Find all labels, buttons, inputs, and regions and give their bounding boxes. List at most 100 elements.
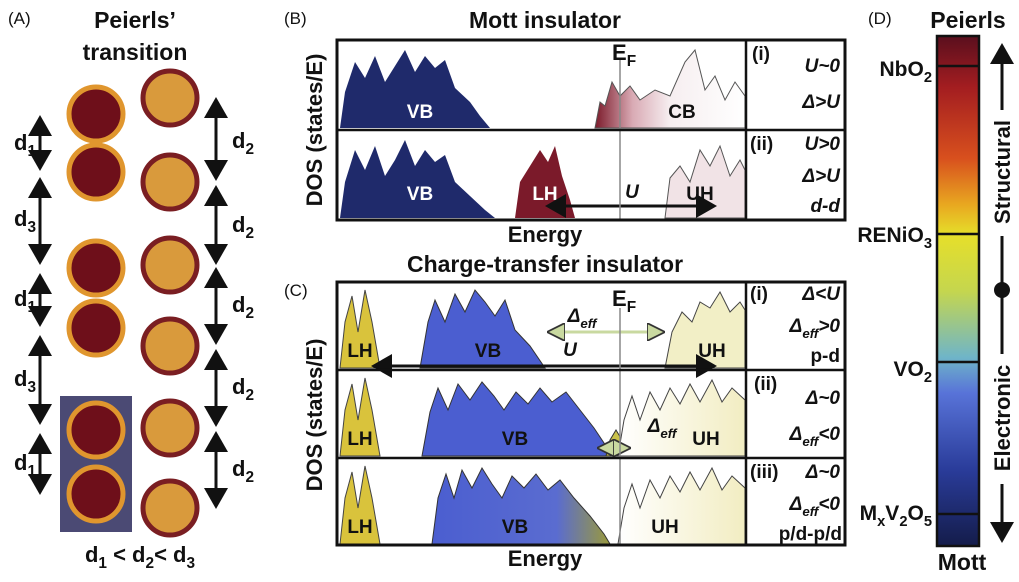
row-id: (i): [752, 44, 770, 65]
subscript: F: [627, 299, 636, 316]
figure: (A) Peierls’ transition d1 d: [0, 0, 1019, 577]
subscript: 2: [245, 469, 254, 486]
panel-label: (B): [284, 9, 307, 28]
text-run: M: [860, 502, 878, 525]
text-run: < d: [107, 542, 146, 567]
text-run: Δ: [789, 316, 803, 337]
material-label: VO2: [893, 358, 932, 386]
subscript: 3: [27, 379, 36, 396]
atom: [143, 238, 197, 292]
text-run: Δ: [647, 416, 661, 437]
subscript: 2: [245, 387, 254, 404]
panel-label: (D): [868, 9, 892, 28]
text-run: O: [907, 502, 923, 525]
text-run: d: [14, 450, 27, 475]
regime-label: Structural: [990, 120, 1015, 224]
panel-b: (B) Mott insulator DOS (states/E) Energy…: [284, 7, 845, 247]
row-id: (ii): [750, 134, 773, 155]
atom: [69, 241, 123, 295]
panel-c: (C) Charge-transfer insulator DOS (state…: [284, 251, 845, 571]
text-run: p-d: [810, 346, 840, 367]
dos-band: [618, 468, 745, 544]
dos-row: [340, 290, 745, 368]
condition: Δ<U: [801, 284, 841, 305]
atom: [69, 403, 123, 457]
text-run: d: [14, 286, 27, 311]
subscript: 2: [245, 305, 254, 322]
condition: Δ~0: [805, 388, 841, 409]
band-label: VB: [407, 184, 433, 205]
text-run: E: [612, 40, 627, 65]
text-run: RENiO: [857, 224, 924, 247]
y-axis-label: DOS (states/E): [302, 54, 327, 207]
dos-band: [618, 380, 745, 456]
text-run: d: [232, 292, 245, 317]
text-run: d: [85, 542, 98, 567]
atom: [69, 467, 123, 521]
color-scale: [937, 36, 979, 546]
subscript: eff: [802, 326, 820, 341]
spacing-label: d3: [14, 366, 36, 396]
scale-top-label: Peierls: [930, 7, 1005, 33]
band-label: LH: [347, 341, 372, 362]
dos-row: [340, 378, 745, 456]
condition: Δ>U: [801, 166, 841, 187]
panel-title: Peierls’: [94, 7, 176, 33]
condition: Δeff<0: [789, 424, 841, 449]
subscript: 2: [924, 370, 932, 386]
condition: Δeff>0: [789, 316, 841, 341]
band-label: UH: [686, 184, 713, 205]
subscript: 3: [924, 236, 932, 252]
band-label: LH: [347, 517, 372, 538]
spacing-relation: d1 < d2< d3: [85, 542, 195, 572]
spacing-label: d2: [232, 456, 254, 486]
crossover-dot: [994, 282, 1010, 298]
condition: Δ~0: [805, 462, 841, 483]
row-id: (i): [750, 284, 768, 305]
row-id: (ii): [754, 374, 777, 395]
band-label: VB: [502, 517, 528, 538]
material-label: MxV2O5: [860, 502, 932, 530]
band-label: LH: [532, 184, 557, 205]
atom: [143, 481, 197, 535]
spacing-label: d1: [14, 286, 36, 316]
subscript: 5: [924, 514, 932, 530]
material-label: RENiO3: [857, 224, 932, 252]
subscript: 3: [27, 219, 36, 236]
text-run: Δ<U: [801, 284, 841, 305]
text-run: Δ~0: [805, 462, 841, 483]
atom: [143, 155, 197, 209]
atom: [69, 301, 123, 355]
condition: p/d-p/d: [779, 524, 842, 545]
text-run: d: [14, 366, 27, 391]
condition: d-d: [810, 196, 840, 217]
band-label: CB: [668, 102, 695, 123]
text-run: d: [232, 128, 245, 153]
fermi-label: EF: [612, 286, 636, 316]
band-label: LH: [347, 429, 372, 450]
text-run: d: [14, 130, 27, 155]
text-run: <0: [818, 424, 840, 445]
band-label: VB: [502, 429, 528, 450]
text-run: E: [612, 286, 627, 311]
subscript: 2: [899, 514, 907, 530]
subscript: 2: [146, 555, 155, 572]
subscript: 1: [27, 299, 36, 316]
spacing-label: d2: [232, 374, 254, 404]
regime-label: Electronic: [990, 365, 1015, 471]
spacing-label: d2: [232, 212, 254, 242]
gap-label: U: [563, 340, 578, 361]
atom: [143, 71, 197, 125]
subscript: eff: [802, 504, 820, 519]
subscript: 2: [245, 141, 254, 158]
subscript: 1: [27, 463, 36, 480]
band-label: UH: [698, 341, 725, 362]
dos-row: [340, 466, 745, 544]
scale-bottom-label: Mott: [938, 549, 987, 575]
text-run: VO: [893, 358, 923, 381]
band-label: UH: [651, 517, 678, 538]
spacing-label: d3: [14, 206, 36, 236]
panel-title: Charge-transfer insulator: [407, 251, 683, 277]
band-label: VB: [475, 341, 501, 362]
panel-title: transition: [83, 39, 188, 65]
